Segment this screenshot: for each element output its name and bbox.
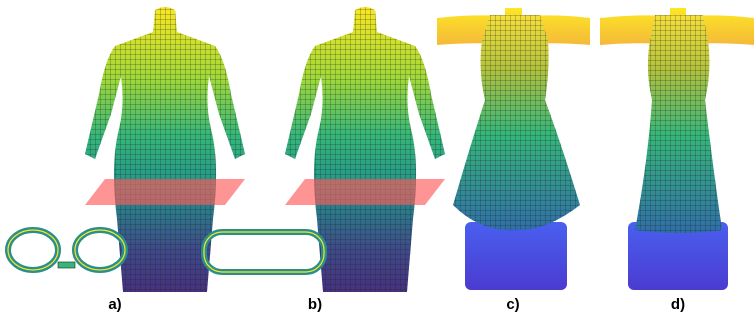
panel-label: c)	[506, 296, 519, 313]
panel-c: c)	[437, 8, 590, 313]
figure: a) b) c) d)	[0, 0, 754, 322]
panel-label: a)	[108, 296, 121, 313]
mesh-lines	[85, 7, 245, 292]
panel-label: d)	[671, 296, 685, 313]
mesh-lines	[635, 15, 722, 233]
panel-label: b)	[308, 296, 322, 313]
mesh-lines	[285, 7, 445, 292]
cut-plane	[285, 179, 445, 205]
lower-body	[465, 222, 567, 290]
panel-d: d)	[600, 8, 754, 313]
cross-section	[8, 230, 125, 270]
mesh-lines	[453, 15, 580, 230]
cut-plane	[85, 179, 245, 205]
panel-b: b)	[204, 7, 445, 313]
cross-section	[204, 232, 324, 272]
cross-section-edge	[204, 232, 324, 272]
